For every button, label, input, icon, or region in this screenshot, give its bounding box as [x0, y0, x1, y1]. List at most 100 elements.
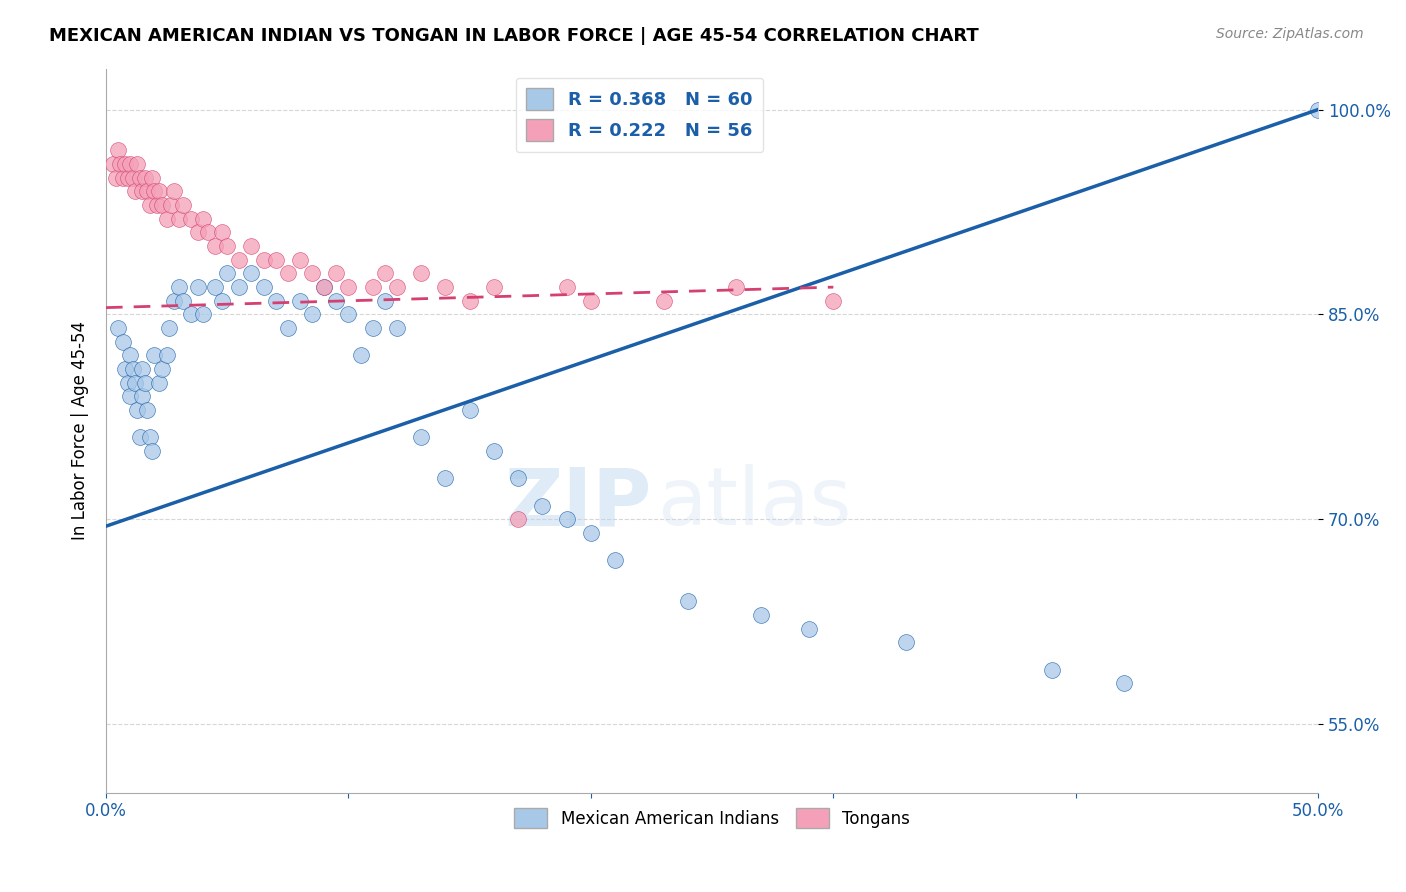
Point	[217, 267, 239, 281]
Point	[143, 185, 166, 199]
Point	[110, 157, 132, 171]
Point	[111, 334, 134, 349]
Point	[114, 157, 136, 171]
Point	[288, 252, 311, 267]
Point	[1308, 103, 1330, 117]
Point	[374, 293, 396, 308]
Point	[134, 376, 156, 390]
Point	[187, 226, 209, 240]
Point	[555, 512, 578, 526]
Point	[148, 185, 170, 199]
Point	[131, 185, 153, 199]
Point	[128, 170, 150, 185]
Point	[252, 280, 274, 294]
Text: atlas: atlas	[658, 464, 852, 542]
Point	[138, 430, 160, 444]
Point	[180, 211, 202, 226]
Point	[374, 267, 396, 281]
Point	[141, 444, 163, 458]
Point	[127, 157, 149, 171]
Point	[167, 280, 190, 294]
Point	[101, 157, 124, 171]
Point	[458, 403, 481, 417]
Point	[301, 308, 323, 322]
Point	[411, 430, 433, 444]
Point	[264, 293, 287, 308]
Point	[277, 321, 299, 335]
Point	[120, 157, 142, 171]
Point	[121, 170, 143, 185]
Point	[361, 321, 384, 335]
Point	[240, 267, 263, 281]
Point	[204, 239, 226, 253]
Point	[240, 239, 263, 253]
Point	[325, 293, 347, 308]
Point	[124, 376, 146, 390]
Point	[508, 512, 530, 526]
Point	[167, 211, 190, 226]
Point	[411, 267, 433, 281]
Point	[136, 403, 159, 417]
Text: MEXICAN AMERICAN INDIAN VS TONGAN IN LABOR FORCE | AGE 45-54 CORRELATION CHART: MEXICAN AMERICAN INDIAN VS TONGAN IN LAB…	[49, 27, 979, 45]
Point	[603, 553, 626, 567]
Text: Source: ZipAtlas.com: Source: ZipAtlas.com	[1216, 27, 1364, 41]
Point	[288, 293, 311, 308]
Point	[173, 198, 195, 212]
Point	[277, 267, 299, 281]
Point	[121, 362, 143, 376]
Point	[337, 280, 360, 294]
Point	[117, 376, 139, 390]
Legend: Mexican American Indians, Tongans: Mexican American Indians, Tongans	[508, 801, 917, 835]
Point	[114, 362, 136, 376]
Point	[314, 280, 336, 294]
Point	[894, 635, 917, 649]
Point	[204, 280, 226, 294]
Point	[252, 252, 274, 267]
Point	[187, 280, 209, 294]
Point	[349, 348, 371, 362]
Point	[163, 293, 186, 308]
Point	[361, 280, 384, 294]
Point	[458, 293, 481, 308]
Point	[314, 280, 336, 294]
Point	[725, 280, 748, 294]
Point	[337, 308, 360, 322]
Point	[157, 321, 180, 335]
Point	[163, 185, 186, 199]
Point	[143, 348, 166, 362]
Point	[136, 185, 159, 199]
Point	[555, 280, 578, 294]
Point	[138, 198, 160, 212]
Point	[131, 389, 153, 403]
Point	[508, 471, 530, 485]
Point	[107, 144, 129, 158]
Point	[155, 348, 177, 362]
Point	[301, 267, 323, 281]
Point	[482, 280, 505, 294]
Point	[385, 321, 408, 335]
Point	[482, 444, 505, 458]
Point	[211, 226, 233, 240]
Point	[531, 499, 554, 513]
Point	[131, 362, 153, 376]
Point	[191, 308, 214, 322]
Point	[124, 185, 146, 199]
Point	[104, 170, 127, 185]
Point	[107, 321, 129, 335]
Point	[173, 293, 195, 308]
Point	[264, 252, 287, 267]
Point	[228, 280, 250, 294]
Point	[434, 280, 457, 294]
Point	[579, 293, 602, 308]
Point	[134, 170, 156, 185]
Point	[150, 362, 173, 376]
Point	[148, 376, 170, 390]
Text: ZIP: ZIP	[505, 464, 651, 542]
Point	[579, 526, 602, 541]
Point	[155, 211, 177, 226]
Point	[434, 471, 457, 485]
Point	[676, 594, 699, 608]
Point	[127, 403, 149, 417]
Point	[120, 348, 142, 362]
Point	[128, 430, 150, 444]
